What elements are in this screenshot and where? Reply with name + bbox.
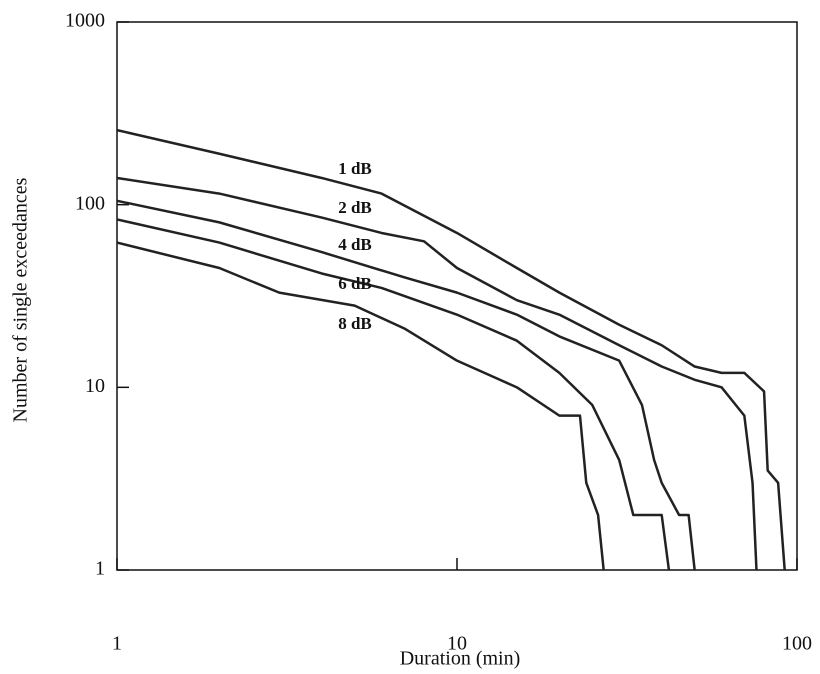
plot-frame: [116, 21, 798, 571]
series-label: 2 dB: [338, 198, 372, 217]
series-label: 6 dB: [338, 274, 372, 293]
x-axis-label: Duration (min): [400, 648, 521, 670]
series-label: 1 dB: [338, 159, 372, 178]
series-label: 8 dB: [338, 314, 372, 333]
series-line: [116, 199, 696, 571]
series-line: [116, 241, 605, 571]
x-tick-label: 100: [782, 633, 812, 655]
y-axis-label: Number of single exceedances: [10, 177, 32, 422]
y-tick-label: 10: [85, 375, 105, 397]
series-label: 4 dB: [338, 235, 372, 254]
x-tick-label: 10: [447, 633, 467, 655]
series-line: [116, 176, 758, 571]
y-tick-label: 1000: [65, 10, 105, 32]
series-line: [116, 218, 671, 571]
y-tick-label: 100: [75, 192, 105, 214]
y-tick-label: 1: [95, 558, 105, 580]
series-line: [116, 128, 786, 571]
x-tick-label: 1: [112, 633, 122, 655]
